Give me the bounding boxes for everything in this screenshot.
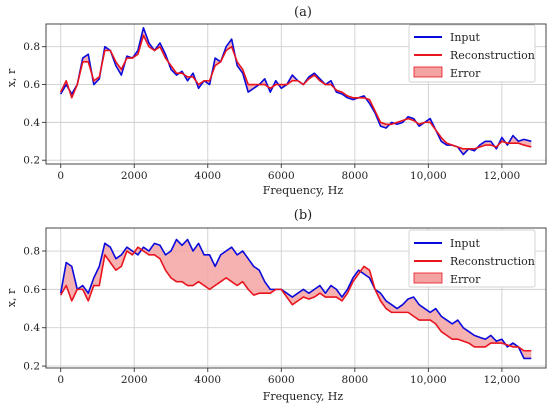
- panel-b-legend-error-label: Error: [450, 273, 481, 286]
- panel-a-legend-error-label: Error: [450, 67, 481, 80]
- panel-a-legend-error-swatch: [413, 66, 443, 78]
- panel-b-xtick-label: 4000: [194, 374, 221, 386]
- panel-a-xtick-label: 8000: [341, 170, 368, 182]
- panel-b-xlabel: Frequency, Hz: [263, 390, 344, 403]
- panel-b-legend-input-label: Input: [450, 237, 481, 250]
- panel-a-ytick-label: 0.4: [23, 117, 40, 129]
- panel-b-error-area: [60, 239, 532, 359]
- panel-b-xtick-label: 2000: [121, 374, 148, 386]
- panel-b-ylabel: x, r: [5, 288, 18, 307]
- panel-b-xtick-label: 8000: [341, 374, 368, 386]
- panel-b-xtick-label: 6000: [268, 374, 295, 386]
- panel-a-title: (a): [294, 5, 312, 20]
- panel-a-xtick-label: 10,000: [410, 170, 447, 182]
- panel-b-xtick-label: 12,000: [484, 374, 521, 386]
- panel-a-xtick-label: 0: [57, 170, 64, 182]
- panel-a: (a) 0 2000 4000 6000 8000 10,000 12,000 0.2 0.4 0…: [5, 5, 547, 197]
- panel-a-ytick-label: 0.2: [23, 155, 40, 167]
- panel-b-xtick-label: 10,000: [410, 374, 447, 386]
- panel-b-ytick-label: 0.6: [23, 284, 40, 296]
- panel-b-ytick-label: 0.4: [23, 322, 40, 334]
- panel-b: (b) 0 2000 4000 6000 8000 10,000 12,000 0.2 0.4 0…: [5, 208, 547, 403]
- panel-b-input-line: [59, 238, 532, 360]
- panel-b-reconstruction-line: [60, 246, 532, 352]
- panel-a-reconstruction-line: [59, 34, 532, 150]
- panel-b-ytick-label: 0.2: [23, 361, 40, 373]
- panel-a-frame: [45, 23, 547, 165]
- panel-a-ylabel: x, r: [5, 68, 18, 87]
- panel-a-xtick-label: 12,000: [484, 170, 521, 182]
- panel-a-legend-input-label: Input: [450, 31, 481, 44]
- panel-b-xtick-label: 0: [57, 374, 64, 386]
- panel-b-legend-reconstruction-label: Reconstruction: [450, 255, 535, 268]
- panel-b-frame: [45, 227, 547, 369]
- panel-a-xtick-label: 2000: [121, 170, 148, 182]
- panel-b-ytick-label: 0.8: [23, 246, 40, 258]
- panel-b-legend: Input Reconstruction Error: [408, 229, 536, 288]
- panel-a-xtick-label: 4000: [194, 170, 221, 182]
- panel-a-ytick-label: 0.8: [23, 41, 40, 53]
- panel-a-xtick-label: 6000: [268, 170, 295, 182]
- panel-b-legend-error-swatch: [413, 272, 443, 284]
- panel-a-legend-reconstruction-label: Reconstruction: [450, 49, 535, 62]
- panel-a-legend: Input Reconstruction Error: [408, 24, 536, 83]
- panel-a-xlabel: Frequency, Hz: [263, 184, 344, 197]
- panel-a-ytick-label: 0.6: [23, 79, 40, 91]
- panel-b-title: (b): [294, 208, 312, 223]
